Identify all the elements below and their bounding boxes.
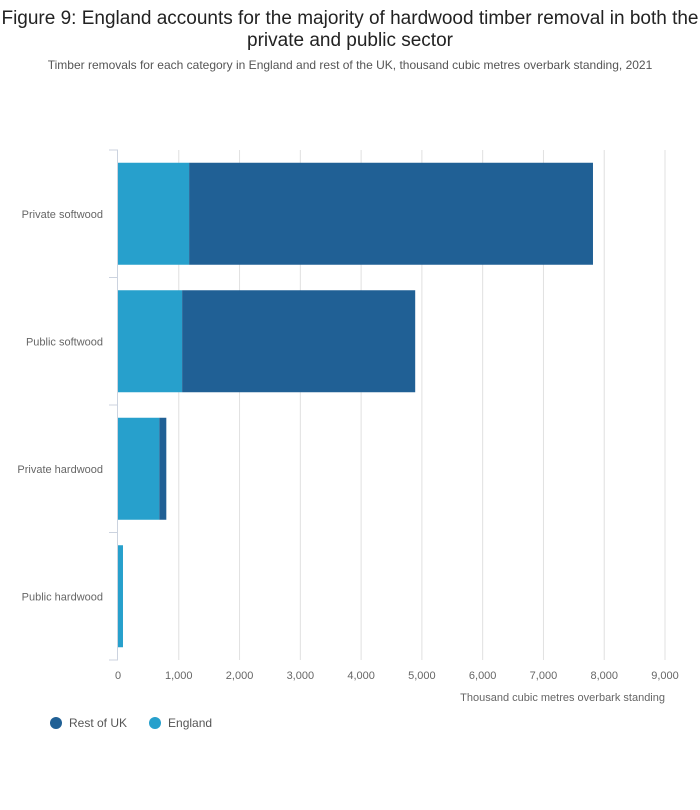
bar-england: [118, 545, 123, 648]
y-tick-label: Public softwood: [26, 336, 103, 348]
x-tick-label: 4,000: [347, 670, 375, 682]
x-axis-title: Thousand cubic metres overbark standing: [460, 692, 665, 704]
x-tick-label: 9,000: [651, 670, 679, 682]
x-tick-label: 2,000: [226, 670, 254, 682]
legend-item: Rest of UK: [50, 716, 127, 730]
y-tick-label: Private hardwood: [17, 464, 103, 476]
bar-england: [118, 290, 183, 393]
x-tick-label: 6,000: [469, 670, 497, 682]
legend-swatch: [149, 717, 162, 729]
x-tick-label: 3,000: [287, 670, 315, 682]
x-tick-label: 8,000: [590, 670, 618, 682]
x-tick-label: 1,000: [165, 670, 193, 682]
bar-rest-of-uk: [189, 162, 593, 265]
chart-title: Figure 9: England accounts for the major…: [1, 8, 699, 51]
legend-swatch: [50, 717, 62, 729]
chart-subtitle: Timber removals for each category in Eng…: [47, 58, 653, 72]
x-tick-label: 0: [115, 670, 121, 682]
legend-label: Rest of UK: [69, 716, 128, 730]
bar-england: [118, 162, 190, 265]
legend-item: England: [149, 716, 212, 730]
bar-england: [118, 417, 160, 520]
bar-rest-of-uk: [159, 417, 167, 520]
bar-rest-of-uk: [182, 290, 416, 393]
x-tick-label: 5,000: [408, 670, 436, 682]
legend-label: England: [168, 716, 213, 730]
legend: Rest of UK England: [50, 716, 212, 730]
x-tick-label: 7,000: [530, 670, 558, 682]
y-tick-label: Public hardwood: [22, 591, 103, 603]
y-tick-label: Private softwood: [22, 209, 103, 221]
